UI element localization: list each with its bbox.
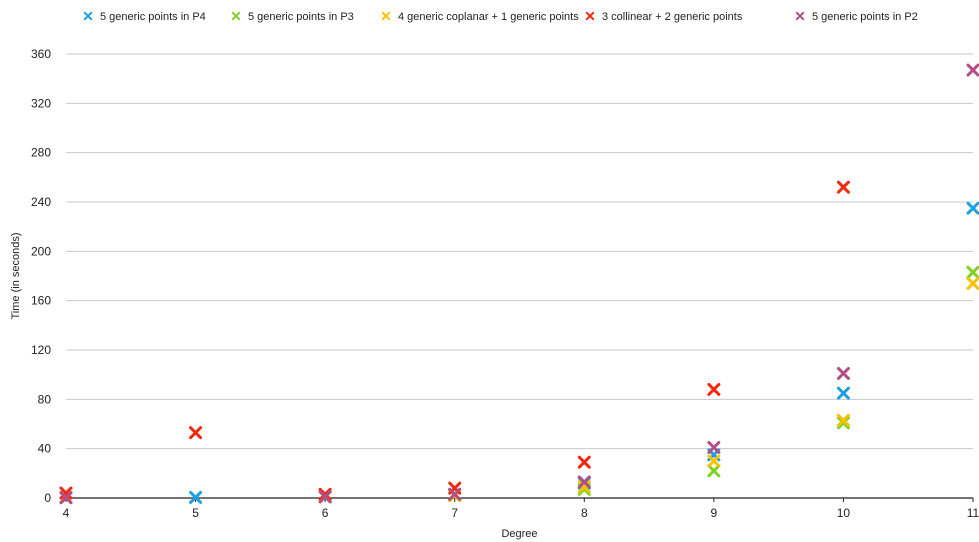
marker-stroke [836,386,850,400]
data-point [836,366,850,380]
marker-stroke [577,455,591,469]
y-tick-label: 280 [31,146,51,160]
y-tick-label: 40 [38,442,52,456]
y-tick-label: 240 [31,195,51,209]
y-tick-label: 320 [31,96,51,110]
x-axis-title: Degree [501,528,537,540]
marker-stroke [318,490,332,504]
marker-stroke [577,475,591,489]
marker-stroke [836,180,850,194]
data-point [836,416,850,430]
legend-label: 5 generic points in P4 [100,11,206,23]
marker-stroke [966,265,979,279]
x-tick-label: 4 [63,506,70,520]
data-point [59,491,73,505]
data-point [189,426,203,440]
data-point [966,201,979,215]
legend-marker-icon [381,11,391,21]
marker-stroke [836,416,850,430]
legend-label: 5 generic points in P2 [812,11,918,23]
marker-stroke [795,11,805,21]
legend-label: 3 collinear + 2 generic points [602,11,743,23]
x-tick-label: 8 [581,506,588,520]
x-tick-label: 7 [451,506,458,520]
data-point [318,487,332,501]
data-point [189,490,203,504]
marker-stroke [381,11,391,21]
data-point [707,464,721,478]
data-point [836,180,850,194]
marker-stroke [966,276,979,290]
marker-stroke [836,366,850,380]
marker-stroke [59,491,73,505]
y-tick-label: 120 [31,343,51,357]
y-tick-label: 360 [31,47,51,61]
data-point [707,454,721,468]
data-point [707,440,721,454]
marker-stroke [707,440,721,454]
y-tick-label: 160 [31,294,51,308]
chart-legend: 5 generic points in P4 5 generic points i… [83,11,918,23]
legend-marker-icon [83,11,93,21]
data-point [836,413,850,427]
legend-item: 3 collinear + 2 generic points [585,11,743,23]
data-marks [59,63,979,505]
data-point [966,265,979,279]
y-axis-title: Time (in seconds) [10,232,22,319]
marker-stroke [707,464,721,478]
legend-item: 5 generic points in P3 [231,11,354,23]
marker-stroke [231,11,241,21]
data-point [707,382,721,396]
x-tick-label: 11 [967,506,979,520]
legend-item: 4 generic coplanar + 1 generic points [381,11,579,23]
legend-item: 5 generic points in P2 [795,11,918,23]
data-point [966,276,979,290]
marker-stroke [836,413,850,427]
data-point [836,386,850,400]
legend-label: 4 generic coplanar + 1 generic points [398,11,579,23]
marker-stroke [83,11,93,21]
marker-stroke [318,487,332,501]
x-tick-label: 9 [711,506,718,520]
x-tick-label: 6 [322,506,329,520]
legend-marker-icon [585,11,595,21]
data-point [577,475,591,489]
y-tick-label: 80 [38,392,52,406]
marker-stroke [448,487,462,501]
marker-stroke [189,426,203,440]
legend-marker-icon [231,11,241,21]
data-point [448,487,462,501]
x-tick-label: 5 [192,506,199,520]
marker-stroke [585,11,595,21]
data-point [577,455,591,469]
data-point [318,490,332,504]
y-tick-label: 0 [44,491,51,505]
legend-label: 5 generic points in P3 [248,11,354,23]
marker-stroke [707,454,721,468]
x-tick-label: 10 [837,506,851,520]
legend-item: 5 generic points in P4 [83,11,206,23]
marker-stroke [966,201,979,215]
marker-stroke [189,490,203,504]
y-axis-ticks: 0 40 80 120 160 200 240 280 320 360 [31,47,51,505]
marker-stroke [707,382,721,396]
data-point [966,63,979,77]
legend-marker-icon [795,11,805,21]
marker-stroke [966,63,979,77]
gridlines [66,53,973,499]
y-tick-label: 200 [31,244,51,258]
